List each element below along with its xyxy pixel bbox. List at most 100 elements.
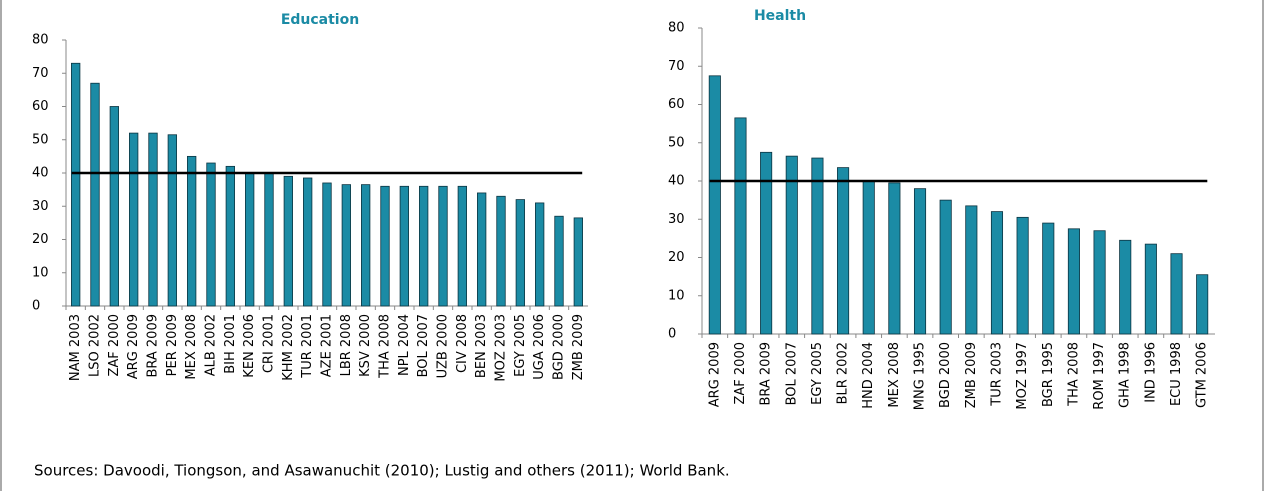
bar [734, 117, 747, 335]
x-tick-label: BOL 2007 [416, 314, 431, 377]
x-tick-label: PER 2009 [165, 314, 180, 376]
bar [913, 188, 927, 335]
y-tick-label: 40 [32, 166, 49, 181]
bar [785, 155, 798, 335]
x-tick-label: MOZ 2003 [494, 314, 509, 382]
x-tick-label: BGR 1995 [1041, 342, 1056, 407]
bar [990, 211, 1004, 335]
x-tick-label: CRI 2001 [262, 314, 277, 373]
y-tick-label: 20 [668, 250, 685, 265]
x-tick-label: ZMB 2009 [571, 314, 586, 380]
x-tick-label: GTM 2006 [1195, 342, 1210, 408]
bar [187, 155, 197, 307]
bar [708, 75, 721, 335]
bar [811, 157, 824, 335]
x-tick-label: KHM 2002 [281, 314, 296, 381]
x-tick-label: BEN 2003 [474, 314, 489, 378]
x-tick-label: ZAF 2000 [107, 314, 122, 377]
bar [965, 205, 978, 335]
y-tick-label: 20 [32, 232, 49, 247]
x-tick-label: CIV 2008 [455, 314, 470, 373]
x-tick-label: BGD 2000 [938, 342, 953, 408]
bar [1170, 253, 1183, 335]
x-tick-label: UZB 2000 [436, 314, 451, 378]
bar [477, 192, 487, 307]
y-tick-label: 60 [668, 97, 685, 112]
x-tick-label: MNG 1995 [913, 342, 928, 410]
y-tick-label: 70 [668, 59, 685, 74]
x-tick-label: BLR 2002 [836, 342, 851, 404]
bar [283, 175, 293, 307]
x-tick-label: ROM 1997 [1092, 342, 1107, 410]
bar [515, 199, 525, 307]
x-tick-label: IND 1996 [1143, 342, 1158, 403]
x-tick-label: AZE 2001 [320, 314, 335, 377]
bar [837, 167, 850, 335]
x-tick-label: GHA 1998 [1118, 342, 1133, 408]
x-tick-label: KSV 2000 [358, 314, 373, 377]
x-tick-label: BIH 2001 [223, 314, 238, 374]
y-tick-label: 30 [32, 199, 49, 214]
bar [1144, 243, 1157, 335]
x-tick-label: TUR 2003 [989, 342, 1004, 407]
x-tick-label: BRA 2009 [759, 342, 774, 406]
x-tick-label: THA 2008 [1066, 342, 1081, 407]
x-tick-label: NAM 2003 [68, 314, 83, 381]
bar [1196, 274, 1209, 335]
bar [535, 202, 545, 307]
x-tick-label: NPL 2004 [397, 314, 412, 376]
x-tick-label: ZMB 2009 [964, 342, 979, 408]
bar [148, 132, 158, 307]
bar [939, 199, 952, 335]
y-tick-label: 0 [32, 299, 40, 314]
y-tick-label: 10 [32, 265, 49, 280]
bar [554, 215, 564, 307]
bar [760, 151, 773, 335]
x-tick-label: UGA 2006 [532, 314, 547, 380]
x-tick-label: ECU 1998 [1169, 342, 1184, 406]
x-tick-label: ALB 2002 [204, 314, 219, 376]
bar [862, 180, 875, 335]
x-tick-label: MEX 2008 [887, 342, 902, 408]
bar [71, 62, 81, 307]
x-tick-label: LSO 2002 [88, 314, 103, 377]
bar [1067, 228, 1080, 335]
bar [888, 182, 901, 335]
bar [1042, 222, 1055, 335]
bar [225, 165, 235, 307]
x-tick-label: BGD 2000 [552, 314, 567, 380]
x-tick-label: MOZ 1997 [1015, 342, 1030, 410]
bar [573, 217, 583, 307]
x-tick-label: TUR 2001 [300, 314, 315, 379]
bar [167, 134, 177, 307]
x-tick-label: EGY 2005 [513, 314, 528, 377]
x-tick-label: ARG 2009 [126, 314, 141, 379]
x-tick-label: MEX 2008 [184, 314, 199, 380]
bar [457, 185, 467, 307]
y-tick-label: 80 [668, 21, 685, 36]
chart-title: Health [754, 8, 806, 24]
bar [245, 172, 255, 307]
bar [1119, 239, 1132, 335]
x-tick-label: ARG 2009 [707, 342, 722, 407]
bar [1016, 216, 1029, 335]
x-tick-label: ZAF 2000 [733, 342, 748, 405]
y-tick-label: 10 [668, 288, 685, 303]
y-tick-label: 40 [668, 174, 685, 189]
y-tick-label: 80 [32, 33, 49, 48]
y-tick-label: 50 [668, 135, 685, 150]
x-tick-label: BOL 2007 [784, 342, 799, 405]
bar [1093, 230, 1106, 335]
bar [206, 162, 216, 307]
bar [303, 177, 313, 307]
y-tick-label: 30 [668, 212, 685, 227]
y-tick-label: 70 [32, 66, 49, 81]
x-tick-label: LBR 2008 [339, 314, 354, 376]
bar [419, 185, 429, 307]
bar [341, 184, 351, 307]
y-tick-label: 50 [32, 132, 49, 147]
chart-title: Education [281, 12, 359, 28]
bar [380, 185, 390, 307]
bar [399, 185, 409, 307]
